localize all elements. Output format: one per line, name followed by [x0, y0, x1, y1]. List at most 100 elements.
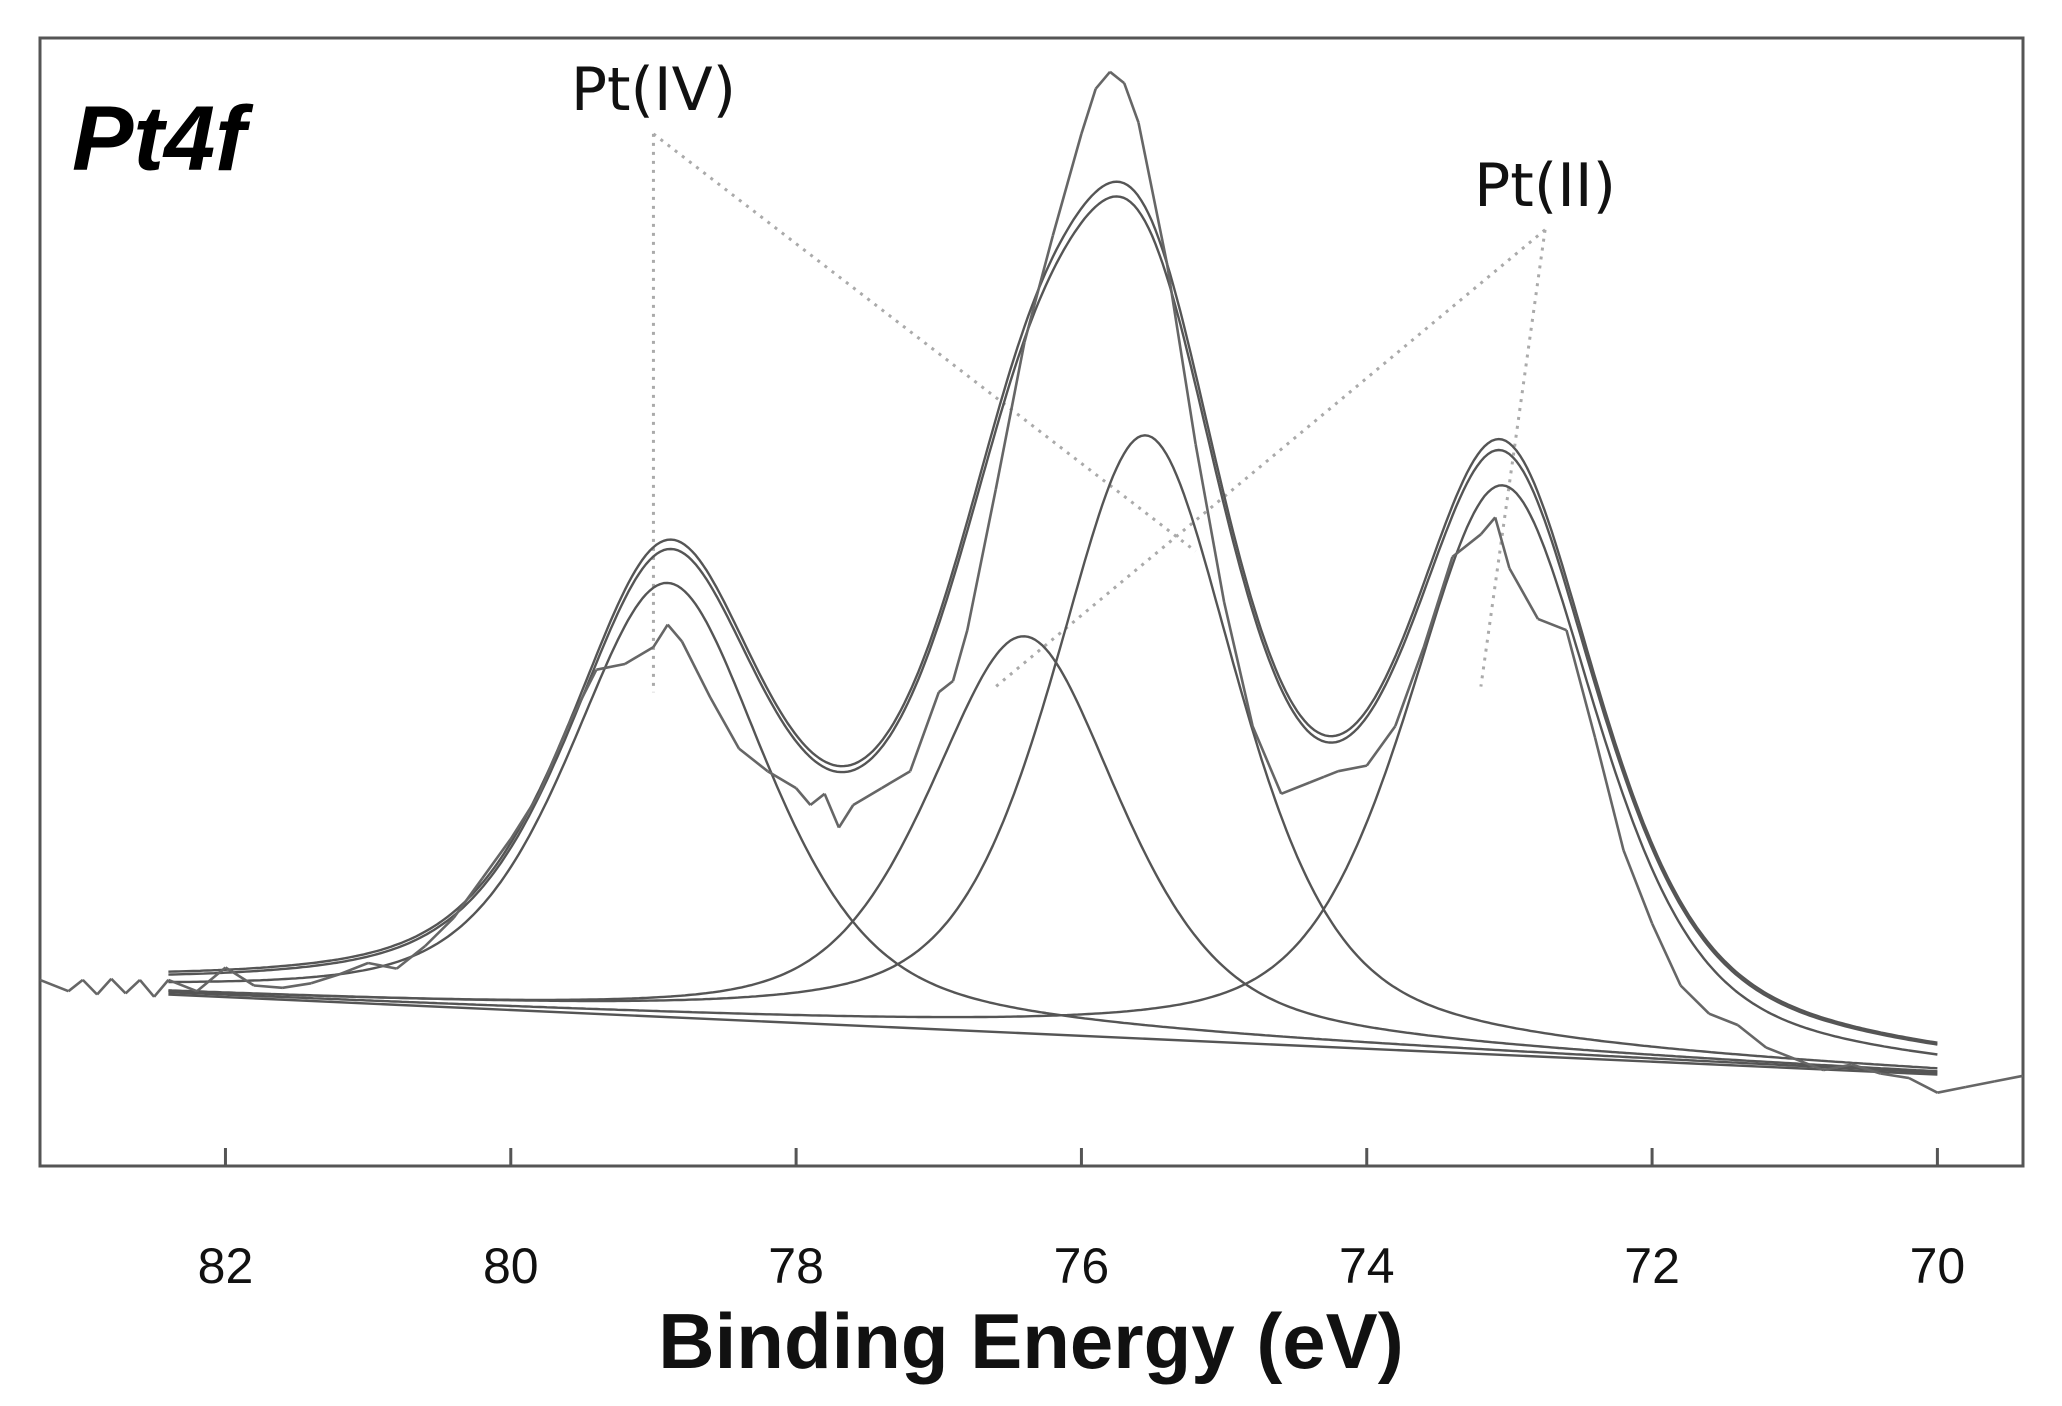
- raw-data-segment: [167, 978, 198, 993]
- x-axis-label: Binding Energy (eV): [658, 1297, 1403, 1385]
- raw-data-segment: [196, 966, 227, 993]
- x-tick-label-80: 80: [483, 1238, 539, 1294]
- raw-data-segment: [253, 984, 283, 990]
- annotation-label-2: Pt(II): [1474, 151, 1616, 221]
- raw-data-segment: [1251, 725, 1283, 795]
- raw-data-segment: [81, 978, 99, 996]
- raw-data-segment: [652, 623, 669, 648]
- raw-data-segment: [1094, 70, 1111, 90]
- raw-data-segment: [1137, 122, 1169, 264]
- raw-data-segment: [1537, 617, 1567, 632]
- x-tick-label-72: 72: [1624, 1238, 1680, 1294]
- raw-data-segment: [138, 979, 156, 998]
- raw-data-segment: [666, 623, 683, 643]
- x-tick-label-74: 74: [1339, 1238, 1395, 1294]
- x-tick-label-82: 82: [198, 1238, 254, 1294]
- raw-data-segment: [1194, 443, 1226, 603]
- raw-data-segment: [1479, 516, 1497, 536]
- raw-data-segment: [1965, 1080, 1995, 1089]
- raw-data-segment: [1622, 849, 1654, 924]
- raw-data-segment: [1109, 70, 1126, 85]
- raw-data-segment: [1794, 1057, 1824, 1072]
- plot-frame: [38, 36, 2025, 1168]
- raw-data-segment: [67, 978, 84, 993]
- raw-data-segment: [481, 838, 512, 880]
- raw-data-segment: [424, 916, 455, 947]
- raw-data-segment: [1823, 1063, 1853, 1072]
- x-tick-label-76: 76: [1054, 1238, 1110, 1294]
- raw-data-segment: [509, 793, 541, 840]
- raw-data-segment: [1908, 1076, 1938, 1094]
- raw-data-segment: [1080, 88, 1097, 135]
- raw-data-segment: [1937, 1085, 1967, 1094]
- raw-data-segment: [1222, 601, 1254, 727]
- raw-data-segment: [1679, 984, 1711, 1015]
- raw-data-segment: [809, 792, 826, 807]
- raw-data-segment: [624, 645, 655, 666]
- x-axis: 82 80 78 76 74 72 70: [198, 1148, 1966, 1294]
- fit-component-2: [168, 581, 1938, 1074]
- raw-data-segment: [452, 877, 484, 919]
- raw-data-segment: [823, 793, 841, 829]
- raw-data-segment: [1565, 629, 1597, 738]
- raw-data-segment: [738, 747, 769, 773]
- raw-data-segment: [367, 961, 397, 970]
- raw-data-segment: [1337, 764, 1368, 773]
- raw-data-segment: [1051, 133, 1083, 236]
- raw-data-segment: [1323, 769, 1339, 779]
- raw-data-segment: [224, 966, 255, 987]
- chart-title: Pt4f: [72, 88, 254, 190]
- raw-data-segment: [1650, 922, 1682, 987]
- raw-data-segment: [39, 978, 69, 993]
- raw-data-segment: [1309, 775, 1325, 784]
- raw-data-segment: [1122, 82, 1140, 124]
- annotation-leader-1-2: [652, 132, 1197, 553]
- raw-data-segment: [881, 770, 911, 790]
- raw-data-segment: [1880, 1072, 1910, 1080]
- raw-data-segment: [994, 342, 1026, 490]
- raw-data-segment: [951, 629, 969, 682]
- raw-data-segment: [709, 697, 741, 750]
- annotations: Pt(IV) Pt(II): [571, 55, 1616, 221]
- raw-data-segment: [1736, 1023, 1768, 1049]
- raw-data-segment: [766, 770, 797, 790]
- raw-data-segment: [124, 978, 141, 995]
- raw-data-segment: [339, 961, 369, 976]
- annotation-label-1: Pt(IV): [571, 55, 736, 125]
- raw-data-segment: [1708, 1012, 1739, 1027]
- raw-data-segment: [153, 979, 170, 998]
- raw-data-segment: [1593, 737, 1625, 851]
- raw-data-segment: [282, 982, 312, 990]
- raw-data-segment: [395, 944, 427, 970]
- raw-data-segment: [310, 972, 340, 985]
- raw-data-segment: [1422, 556, 1454, 648]
- raw-data-segment: [96, 977, 113, 996]
- raw-data-segment: [110, 977, 127, 995]
- raw-data-segment: [1165, 263, 1197, 445]
- raw-data-segment: [1023, 235, 1055, 343]
- raw-data-segment: [566, 669, 598, 727]
- fit-envelope-2: [168, 195, 1938, 1046]
- annotation-leader-2-2: [994, 228, 1547, 688]
- raw-data-segment: [1493, 517, 1511, 569]
- annotation-leader-lines: [651, 132, 1547, 693]
- raw-data-segment: [908, 691, 941, 772]
- x-tick-label-70: 70: [1910, 1238, 1966, 1294]
- fit-component-3: [168, 484, 1938, 1056]
- raw-data-segment: [538, 725, 569, 795]
- raw-data-segment: [795, 787, 812, 806]
- raw-data-segment: [937, 679, 954, 694]
- raw-data-segment: [1280, 781, 1311, 796]
- fit-component-1: [168, 434, 1938, 1070]
- raw-data-segment: [852, 786, 883, 807]
- raw-data-segment: [966, 488, 998, 631]
- raw-data-segment: [1451, 533, 1482, 558]
- raw-data-segment: [680, 640, 712, 699]
- raw-data-segment: [1994, 1074, 2024, 1083]
- background-line: [168, 993, 1938, 1076]
- raw-data-segment: [1365, 725, 1397, 767]
- fit-envelope: [168, 180, 1938, 1044]
- raw-data-segment: [1851, 1063, 1881, 1075]
- fit-curves: [39, 70, 2024, 1094]
